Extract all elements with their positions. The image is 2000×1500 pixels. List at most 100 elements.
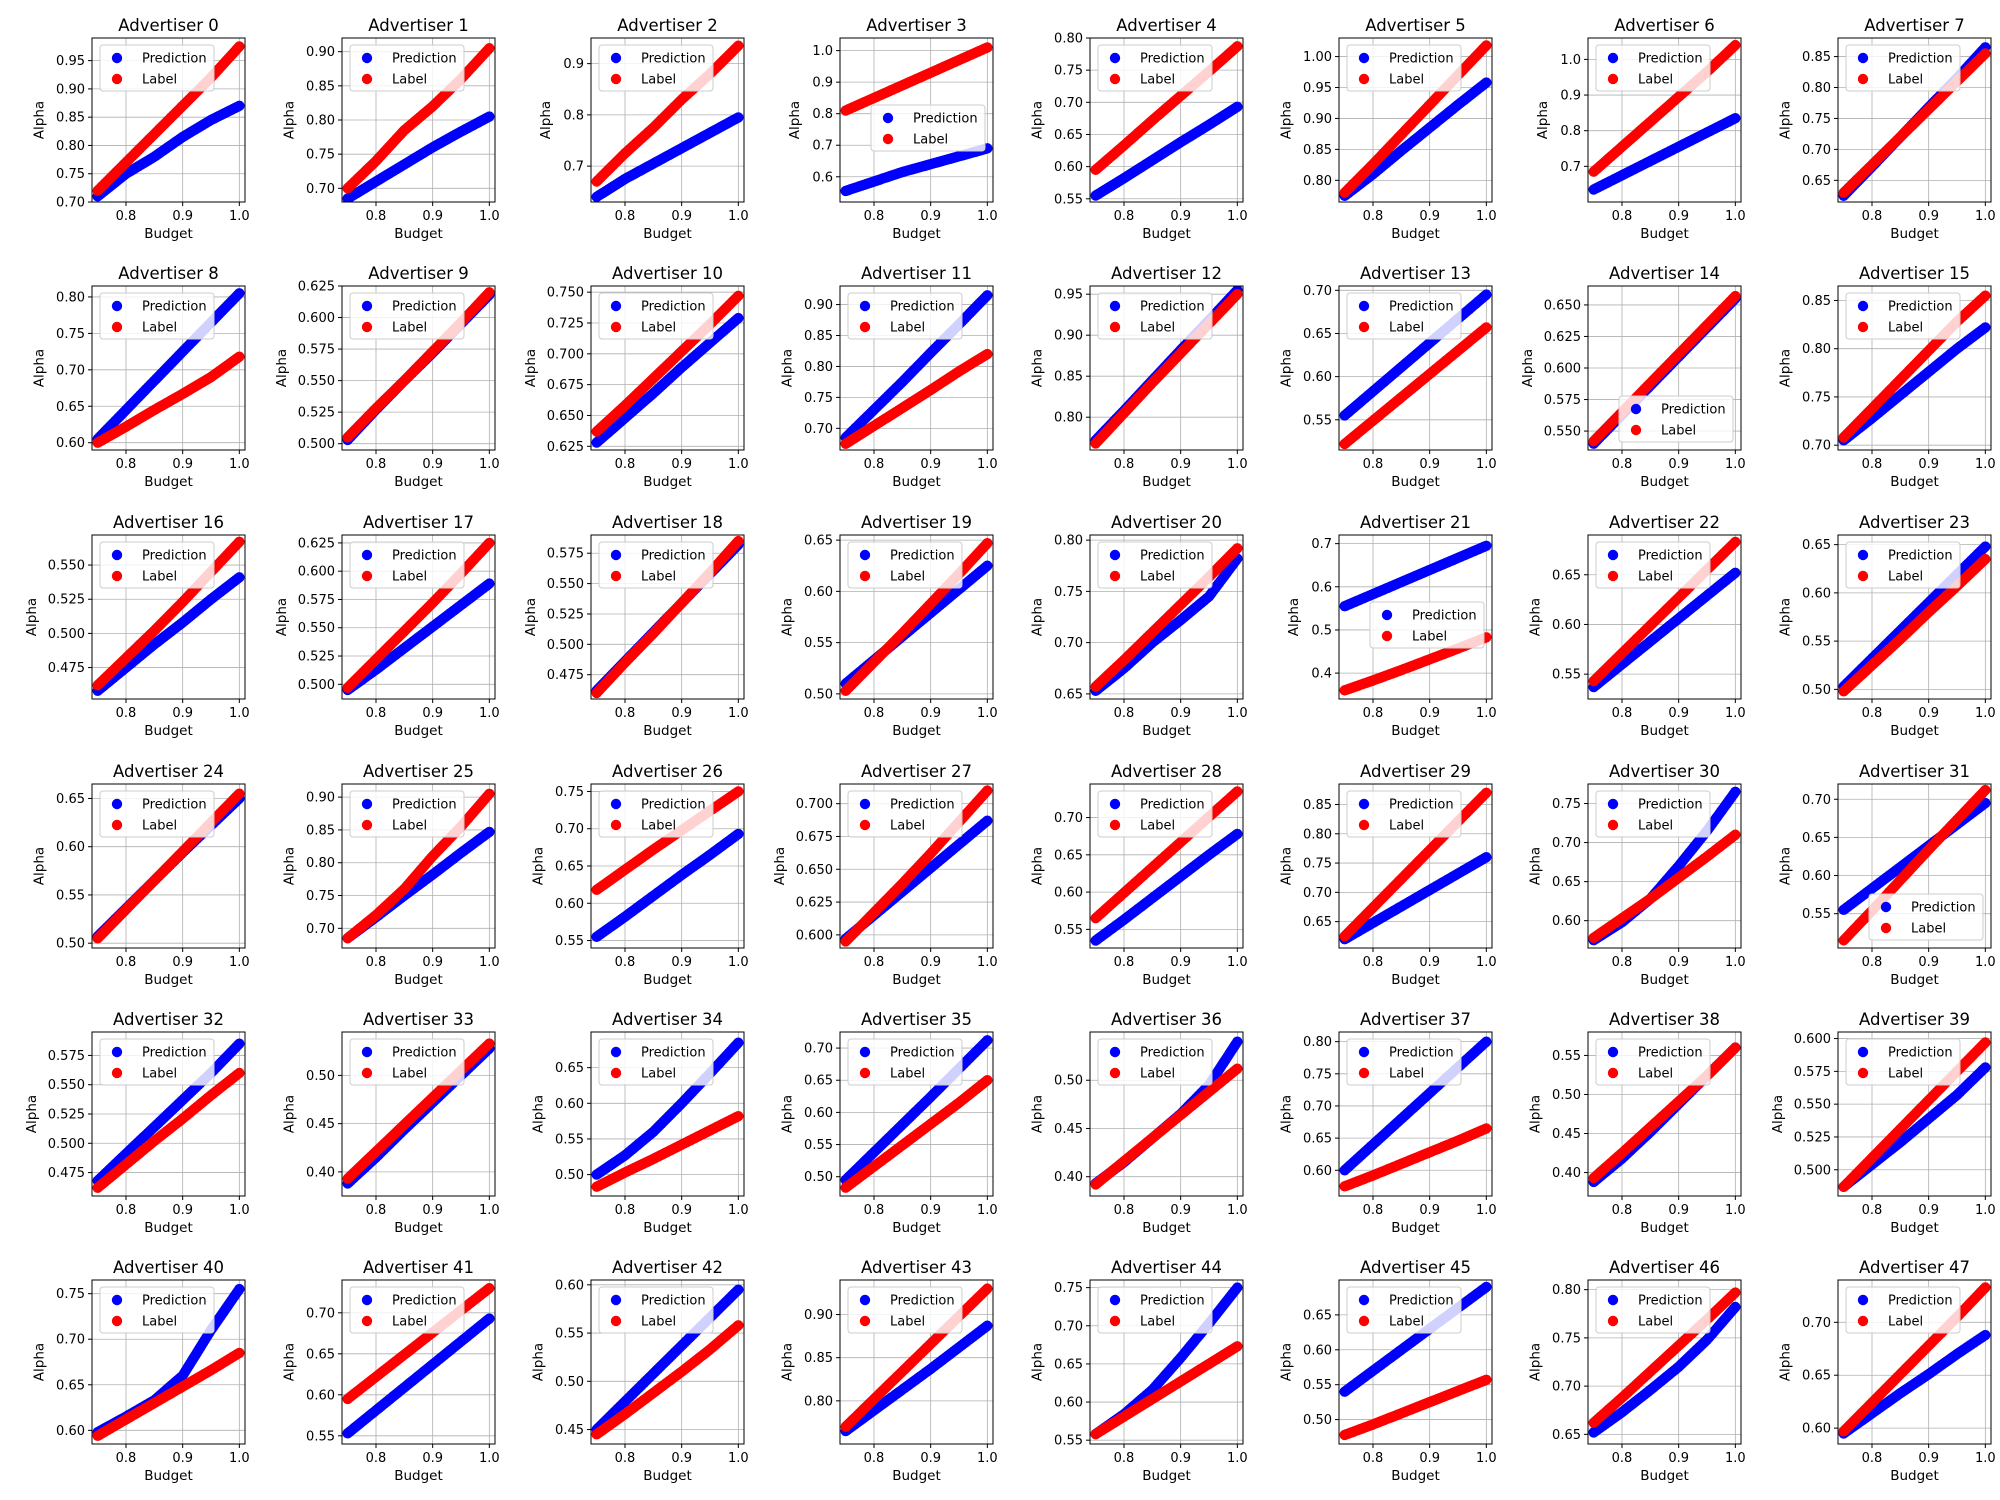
data-point	[1730, 39, 1741, 51]
x-tick-label: 1.0	[1975, 209, 1996, 224]
y-tick-label: 0.70	[1802, 439, 1831, 454]
data-point	[1980, 290, 1991, 301]
y-tick-label: 0.525	[48, 593, 85, 608]
axes-frame	[91, 285, 246, 451]
legend-entry: Label	[1140, 570, 1175, 585]
y-tick-label: 0.90	[1303, 112, 1332, 127]
legend-entry: Label	[913, 133, 948, 148]
y-tick-label: 0.95	[56, 54, 85, 69]
subplot-title: Advertiser 4	[1116, 16, 1217, 35]
x-tick-label: 0.9	[1668, 706, 1689, 721]
data-point	[484, 287, 495, 298]
legend-entry: Prediction	[142, 300, 207, 315]
x-tick-label: 0.8	[864, 706, 885, 721]
y-tick-label: 0.575	[298, 343, 335, 358]
y-tick-label: 0.60	[1303, 370, 1332, 385]
legend-entry: Label	[1389, 73, 1424, 88]
legend-marker	[1381, 630, 1393, 642]
x-axis-label: Budget	[1391, 474, 1440, 490]
y-tick-label: 0.575	[547, 547, 584, 562]
y-tick-label: 0.9	[812, 76, 833, 91]
y-tick-label: 0.80	[1802, 81, 1831, 96]
legend-entry: Prediction	[1638, 549, 1703, 564]
y-tick-label: 0.90	[804, 298, 833, 313]
data-point	[1730, 290, 1741, 302]
legend-marker	[111, 549, 123, 561]
subplot-title: Advertiser 7	[1864, 16, 1965, 35]
data-point	[733, 312, 744, 324]
legend-marker	[1607, 549, 1619, 561]
y-tick-label: 0.65	[1054, 687, 1083, 702]
x-tick-label: 0.9	[920, 209, 941, 224]
legend-entry: Label	[1661, 424, 1696, 439]
legend-entry: Label	[1412, 630, 1447, 645]
y-tick-label: 0.80	[1303, 174, 1332, 189]
legend-marker	[1857, 300, 1869, 312]
x-tick-label: 0.9	[422, 457, 443, 472]
y-tick-label: 0.85	[1054, 370, 1083, 385]
legend-marker	[1109, 73, 1121, 85]
y-tick-label: 0.50	[804, 687, 833, 702]
x-axis-label: Budget	[394, 474, 443, 490]
series-prediction	[840, 290, 993, 443]
y-tick-label: 0.70	[1054, 96, 1083, 111]
data-point	[733, 40, 744, 51]
y-tick-label: 0.750	[547, 286, 584, 301]
legend-entry: Label	[1638, 73, 1673, 88]
subplot: 0.8 0.9 1.00.4750.5000.5250.5500.575Advert…	[523, 513, 749, 739]
data-point	[1481, 77, 1492, 88]
axes-frame	[839, 285, 994, 451]
y-axis-label: Alpha	[1030, 349, 1046, 387]
legend-entry: Label	[641, 73, 676, 88]
subplot-title: Advertiser 13	[1360, 264, 1471, 283]
y-tick-label: 0.60	[1054, 160, 1083, 175]
axes-frame	[341, 285, 496, 451]
x-tick-label: 0.9	[920, 457, 941, 472]
y-tick-label: 0.95	[1303, 81, 1332, 96]
x-axis-label: Budget	[1391, 226, 1440, 242]
legend-marker	[361, 52, 373, 64]
x-tick-label: 1.0	[229, 706, 250, 721]
legend-entry: Prediction	[392, 300, 457, 315]
data-point	[1232, 41, 1243, 52]
y-tick-label: 1.0	[1560, 53, 1581, 68]
x-tick-label: 0.8	[1114, 706, 1135, 721]
y-tick-label: 0.6	[1311, 580, 1332, 595]
y-tick-label: 0.55	[804, 636, 833, 651]
y-axis-label: Alpha	[274, 349, 290, 387]
legend-marker	[1630, 424, 1642, 436]
legend-entry: Label	[890, 570, 925, 585]
y-tick-label: 0.625	[1544, 330, 1581, 345]
data-point	[1980, 541, 1991, 552]
x-tick-label: 1.0	[479, 457, 500, 472]
legend-entry: Prediction	[641, 300, 706, 315]
y-tick-label: 0.75	[804, 391, 833, 406]
legend-marker	[111, 570, 123, 582]
y-tick-label: 0.550	[1544, 425, 1581, 440]
legend-marker	[361, 300, 373, 312]
legend-marker	[1857, 73, 1869, 85]
y-axis-label: Alpha	[32, 349, 48, 387]
subplot-title: Advertiser 10	[612, 264, 723, 283]
y-tick-label: 1.00	[1303, 50, 1332, 65]
axes-frame	[1837, 285, 1992, 451]
x-tick-label: 0.9	[422, 706, 443, 721]
y-tick-label: 0.625	[547, 440, 584, 455]
data-point	[982, 290, 993, 301]
y-tick-label: 0.90	[56, 82, 85, 97]
y-tick-label: 0.9	[563, 57, 584, 72]
y-tick-label: 0.55	[1054, 192, 1083, 207]
x-tick-label: 0.9	[1668, 209, 1689, 224]
subplot-title: Advertiser 16	[113, 513, 224, 532]
y-tick-label: 0.80	[1054, 534, 1083, 549]
series-prediction	[1339, 289, 1492, 421]
y-tick-label: 0.525	[298, 650, 335, 665]
legend-entry: Prediction	[1140, 549, 1205, 564]
y-tick-label: 0.65	[1802, 174, 1831, 189]
x-tick-label: 0.8	[1862, 457, 1883, 472]
y-tick-label: 0.550	[298, 621, 335, 636]
axes-frame	[341, 534, 496, 700]
